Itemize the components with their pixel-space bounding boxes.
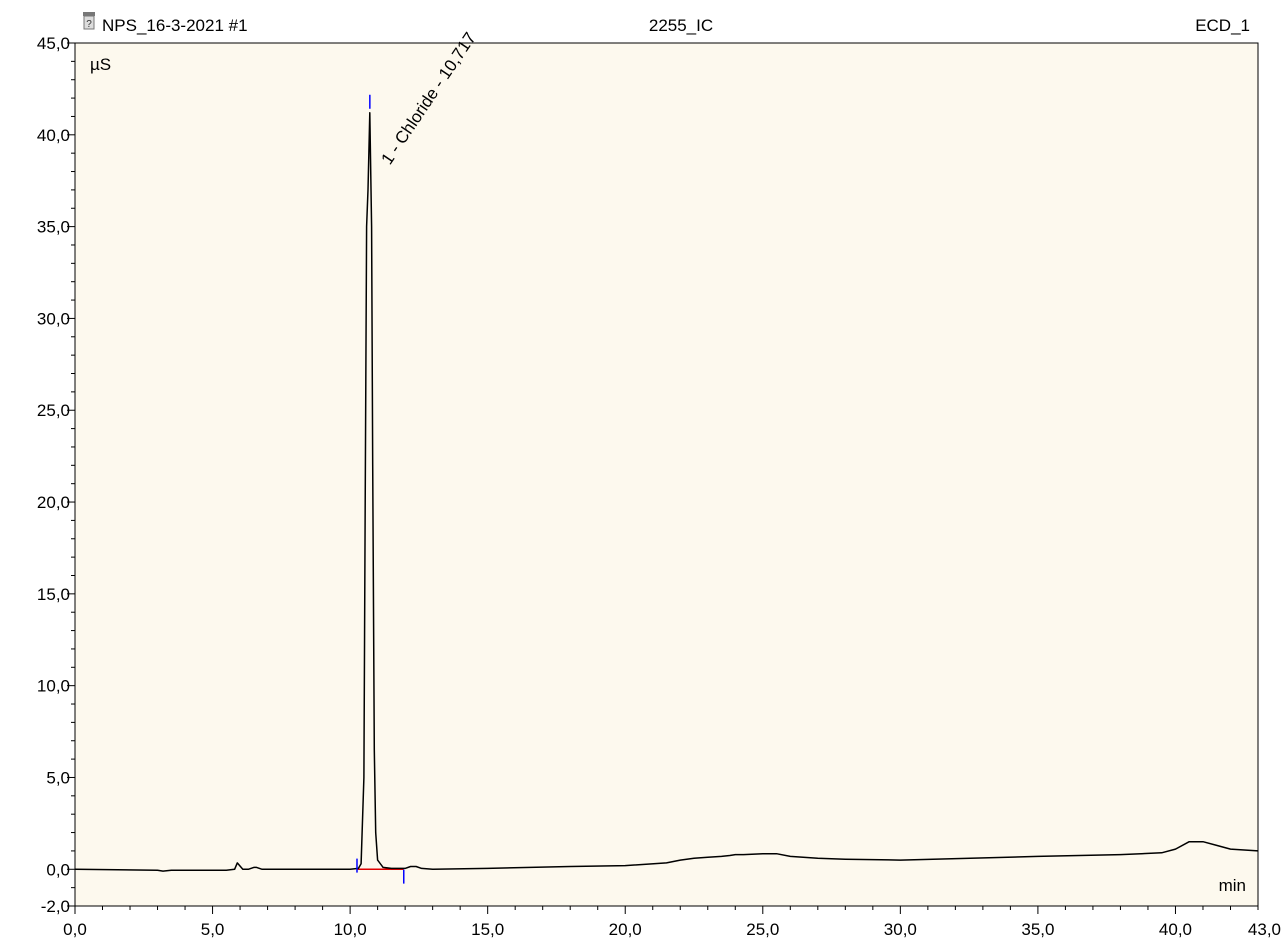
- y-tick-label: 30,0: [37, 309, 70, 328]
- y-tick-label: 0,0: [46, 860, 70, 879]
- chart-header-channel: ECD_1: [1195, 16, 1250, 35]
- x-tick-label: 40,0: [1159, 920, 1192, 939]
- y-tick-label: 45,0: [37, 34, 70, 53]
- chart-header-sample: NPS_16-3-2021 #1: [102, 16, 248, 35]
- svg-text:?: ?: [86, 19, 92, 30]
- chart-header-method: 2255_IC: [649, 16, 713, 35]
- x-tick-label: 20,0: [609, 920, 642, 939]
- y-tick-label: 5,0: [46, 768, 70, 787]
- y-tick-label: 40,0: [37, 126, 70, 145]
- chromatogram-trace: [74, 112, 1259, 872]
- y-tick-label: 10,0: [37, 677, 70, 696]
- x-axis: 0,0 5,0 10,0 15,0 20,0 25,0 30,0 35,0 40,0 43,0: [63, 906, 1281, 939]
- x-tick-label: 30,0: [884, 920, 917, 939]
- plot-area: [74, 42, 1259, 907]
- y-tick-label: -2,0: [41, 897, 70, 916]
- x-tick-label: 5,0: [201, 920, 225, 939]
- y-tick-label: 35,0: [37, 218, 70, 237]
- y-tick-label: 15,0: [37, 585, 70, 604]
- vial-icon: ?: [83, 12, 95, 30]
- y-tick-label: 25,0: [37, 401, 70, 420]
- x-tick-label: 15,0: [471, 920, 504, 939]
- y-tick-label: 20,0: [37, 493, 70, 512]
- x-axis-unit-label: min: [1219, 876, 1246, 895]
- y-axis-unit-label: µS: [90, 55, 111, 74]
- x-tick-label: 43,0: [1248, 920, 1281, 939]
- x-tick-label: 10,0: [334, 920, 367, 939]
- x-tick-label: 35,0: [1021, 920, 1054, 939]
- x-tick-label: 0,0: [63, 920, 87, 939]
- y-axis: -2,0 0,0 5,0 10,0 15,0 20,0 25,0 30,0 35,0 40,0 45…: [37, 34, 75, 916]
- x-tick-label: 25,0: [746, 920, 779, 939]
